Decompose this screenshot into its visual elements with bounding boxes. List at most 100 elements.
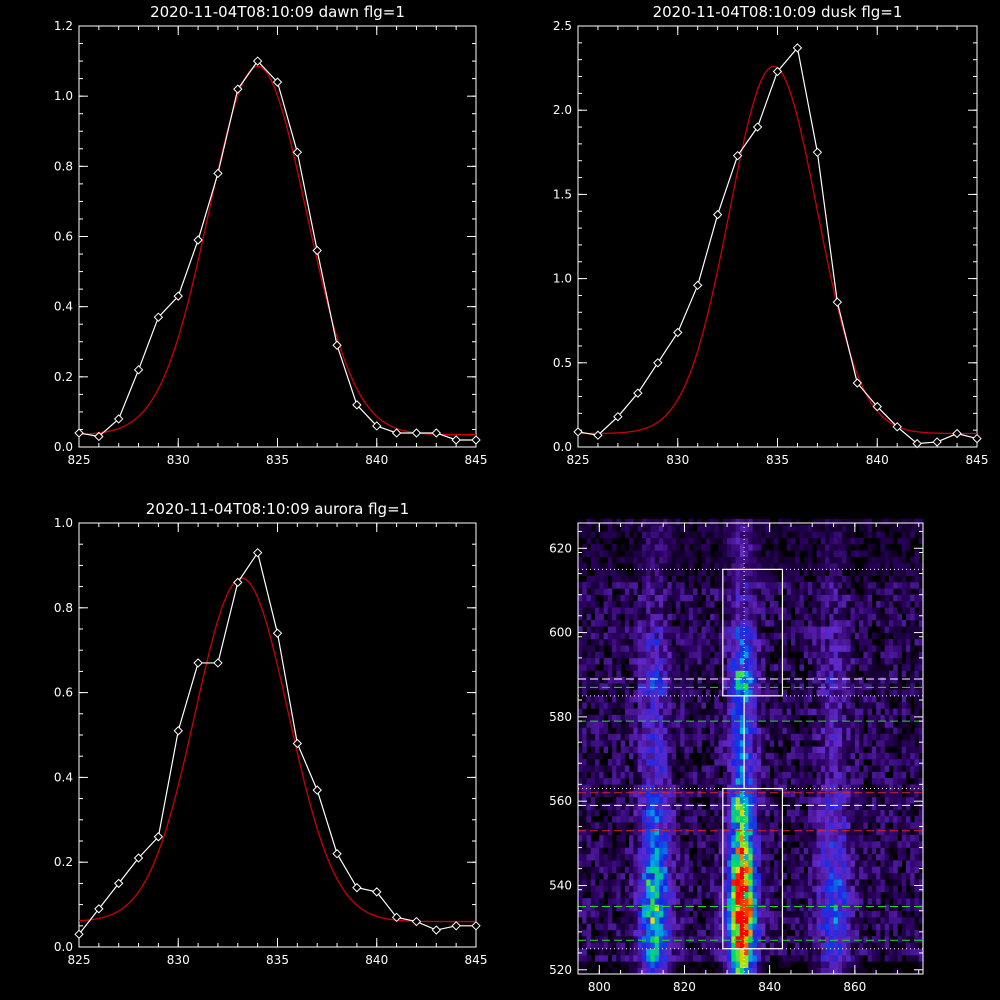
spectrogram-cell xyxy=(667,872,672,880)
spectrogram-cell xyxy=(773,771,779,779)
spectrogram-cell xyxy=(582,860,587,867)
spectrogram-cell xyxy=(850,771,856,779)
spectrogram-cell xyxy=(646,645,651,652)
spectrogram-cell xyxy=(718,632,724,640)
spectrogram-cell xyxy=(607,803,613,810)
spectrogram-cell xyxy=(637,866,643,874)
spectrogram-cell xyxy=(722,866,728,874)
spectrogram-cell xyxy=(765,740,770,747)
spectrogram-cell xyxy=(607,834,613,842)
spectrogram-cell xyxy=(684,638,690,646)
spectrogram-cell xyxy=(675,929,681,937)
spectrogram-cell xyxy=(795,740,800,747)
spectrogram-cell xyxy=(595,822,600,829)
spectrogram-cell xyxy=(744,607,749,614)
spectrogram-cell xyxy=(663,657,668,665)
spectrogram-cell xyxy=(867,670,873,678)
spectrogram-cell xyxy=(718,923,724,931)
spectrogram-cell xyxy=(714,904,719,912)
spectrogram-cell xyxy=(667,847,672,855)
spectrogram-cell xyxy=(633,695,638,703)
spectrogram-cell xyxy=(701,556,707,564)
spectrogram-cell xyxy=(795,689,800,697)
spectrogram-cell xyxy=(820,752,826,760)
spectrogram-cell xyxy=(705,645,711,652)
spectrogram-cell xyxy=(778,657,783,665)
spectrogram-cell xyxy=(863,651,868,659)
spectrogram-cell xyxy=(650,575,655,583)
spectrogram-cell xyxy=(782,910,787,918)
spectrogram-cell xyxy=(816,740,822,747)
spectrogram-cell xyxy=(693,550,698,558)
spectrogram-cell xyxy=(578,809,583,817)
spectrogram-cell xyxy=(867,955,873,962)
spectrogram-cell xyxy=(820,904,826,912)
x-tick-label: 845 xyxy=(465,453,488,467)
spectrogram-cell xyxy=(595,771,600,779)
spectrogram-cell xyxy=(803,879,809,886)
spectrogram-cell xyxy=(633,575,638,583)
spectrogram-cell xyxy=(671,778,677,785)
spectrogram-cell xyxy=(820,714,826,722)
spectrogram-cell xyxy=(680,898,685,905)
spectrogram-cell xyxy=(816,923,822,931)
spectrogram-cell xyxy=(880,841,885,848)
spectrogram-cell xyxy=(658,537,664,545)
spectrogram-cell xyxy=(633,841,638,848)
spectrogram-cell xyxy=(731,746,736,754)
spectrogram-cell xyxy=(765,569,770,576)
spectrogram-cell xyxy=(744,879,749,886)
spectrogram-cell xyxy=(650,607,655,614)
spectrogram-cell xyxy=(846,834,851,842)
spectrogram-cell xyxy=(812,632,817,640)
spectrogram-cell xyxy=(629,885,634,893)
spectrogram-cell xyxy=(739,879,745,886)
spectrogram-cell xyxy=(816,866,822,874)
spectrogram-cell xyxy=(761,531,766,539)
spectrogram-cell xyxy=(705,948,711,956)
spectrogram-cell xyxy=(650,651,655,659)
spectrogram-cell xyxy=(731,733,736,741)
spectrogram-cell xyxy=(854,936,860,943)
spectrogram-cell xyxy=(590,531,596,539)
spectrogram-cell xyxy=(697,885,702,893)
spectrogram-cell xyxy=(833,702,839,709)
spectrogram-cell xyxy=(616,575,621,583)
spectrogram-cell xyxy=(633,544,638,551)
spectrogram-cell xyxy=(739,803,745,810)
spectrogram-cell xyxy=(646,910,651,918)
spectrogram-cell xyxy=(680,676,685,684)
spectrogram-cell xyxy=(748,588,753,595)
spectrogram-cell xyxy=(663,563,668,570)
spectrogram-cell xyxy=(773,866,779,874)
spectrogram-cell xyxy=(876,740,881,747)
spectrogram-cell xyxy=(829,809,834,817)
data-point-marker xyxy=(752,122,763,132)
spectrogram-cell xyxy=(803,702,809,709)
spectrogram-cell xyxy=(850,828,856,836)
spectrogram-cell xyxy=(718,841,724,848)
spectrogram-cell xyxy=(693,967,698,975)
spectrogram-cell xyxy=(595,948,600,956)
spectrogram-cell xyxy=(795,771,800,779)
spectrogram-cell xyxy=(837,733,843,741)
spectrogram-cell xyxy=(773,721,779,728)
spectrogram-cell xyxy=(582,815,587,823)
spectrogram-cell xyxy=(624,803,630,810)
spectrogram-cell xyxy=(646,771,651,779)
spectrogram-cell xyxy=(812,796,817,804)
spectrogram-cell xyxy=(825,923,830,931)
spectrogram-cell xyxy=(863,733,868,741)
spectrogram-cell xyxy=(650,917,655,924)
spectrogram-cell xyxy=(684,860,690,867)
spectrogram-cell xyxy=(842,525,847,532)
data-point-marker xyxy=(613,411,623,422)
spectrogram-cell xyxy=(786,544,792,551)
spectrogram-cell xyxy=(710,670,715,678)
spectrogram-cell xyxy=(739,556,745,564)
spectrogram-cell xyxy=(688,733,694,741)
spectrogram-cell xyxy=(859,626,864,633)
spectrogram-cell xyxy=(846,594,851,602)
spectrogram-cell xyxy=(833,917,839,924)
spectrogram-cell xyxy=(820,828,826,836)
